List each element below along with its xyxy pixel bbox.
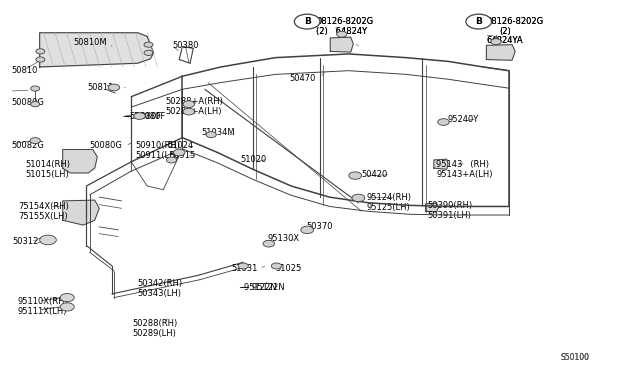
Text: S50100: S50100 [561, 353, 589, 362]
Text: 50470: 50470 [289, 74, 316, 83]
Text: 51025: 51025 [275, 264, 301, 273]
Text: 51031: 51031 [232, 264, 258, 273]
Circle shape [60, 303, 74, 311]
Circle shape [30, 138, 40, 144]
Circle shape [294, 14, 320, 29]
Text: 50380: 50380 [173, 41, 199, 50]
Circle shape [263, 240, 275, 247]
Text: 95110X(RH): 95110X(RH) [18, 297, 68, 306]
Text: 50391(LH): 50391(LH) [427, 211, 471, 219]
Text: 51015(LH): 51015(LH) [26, 170, 69, 179]
Text: 95240Y: 95240Y [448, 115, 479, 124]
Text: 95124(RH): 95124(RH) [366, 193, 411, 202]
Text: 51020: 51020 [240, 155, 266, 164]
Text: (2): (2) [499, 27, 511, 36]
Circle shape [352, 194, 365, 202]
Text: 51034M: 51034M [202, 128, 236, 137]
Circle shape [31, 86, 40, 91]
Circle shape [40, 235, 56, 245]
Text: 95143+A(LH): 95143+A(LH) [436, 170, 493, 179]
Text: 08126-8202G: 08126-8202G [316, 17, 373, 26]
Text: 50288(RH): 50288(RH) [132, 319, 178, 328]
Text: 95130X: 95130X [268, 234, 300, 243]
Text: 50911(LH): 50911(LH) [136, 151, 179, 160]
Text: 08126-8202G: 08126-8202G [486, 17, 543, 26]
Circle shape [349, 172, 362, 179]
Circle shape [134, 113, 145, 119]
Text: 51014(RH): 51014(RH) [26, 160, 70, 169]
Polygon shape [63, 200, 99, 225]
Text: ─50080F: ─50080F [125, 112, 161, 121]
Text: 75154X(RH): 75154X(RH) [18, 202, 68, 211]
Circle shape [238, 263, 248, 269]
Text: (2)   64824Y: (2) 64824Y [316, 27, 367, 36]
Circle shape [337, 31, 347, 37]
Text: 64824YA: 64824YA [486, 36, 523, 45]
Circle shape [144, 42, 153, 47]
Text: 50915: 50915 [170, 151, 196, 160]
Text: 50289(LH): 50289(LH) [132, 329, 177, 338]
Text: 50342(RH): 50342(RH) [137, 279, 182, 288]
Text: 50390(RH): 50390(RH) [427, 201, 472, 210]
Text: 95125(LH): 95125(LH) [366, 203, 410, 212]
Text: 50289+A(LH): 50289+A(LH) [165, 107, 221, 116]
Text: — 95122N: — 95122N [241, 283, 284, 292]
Text: 50288+A(RH): 50288+A(RH) [165, 97, 223, 106]
Polygon shape [40, 33, 154, 67]
Text: 08126-8202G: 08126-8202G [486, 17, 543, 26]
Polygon shape [330, 37, 353, 52]
Text: 50810M: 50810M [74, 38, 108, 47]
Circle shape [36, 49, 45, 54]
Polygon shape [434, 159, 448, 169]
Text: 08126-8202G: 08126-8202G [316, 17, 373, 26]
Circle shape [166, 157, 177, 163]
Text: B: B [304, 17, 310, 26]
Text: 50312: 50312 [13, 237, 39, 246]
Text: 50370: 50370 [306, 222, 332, 231]
Text: (2)   64824Y: (2) 64824Y [316, 27, 367, 36]
Text: S50100: S50100 [561, 353, 589, 362]
Polygon shape [426, 203, 438, 212]
Circle shape [206, 132, 216, 138]
Text: 50420: 50420 [362, 170, 388, 179]
Circle shape [491, 39, 501, 45]
Circle shape [466, 14, 492, 29]
Circle shape [183, 108, 195, 115]
Circle shape [301, 226, 314, 234]
Text: 50080G: 50080G [90, 141, 122, 150]
Text: (2): (2) [499, 27, 511, 36]
Text: 50343(LH): 50343(LH) [137, 289, 181, 298]
Text: 95111X(LH): 95111X(LH) [18, 307, 67, 316]
Circle shape [108, 84, 120, 91]
Text: 95143   (RH): 95143 (RH) [436, 160, 490, 169]
Text: 50080G: 50080G [11, 98, 44, 107]
Circle shape [144, 50, 153, 55]
Text: B: B [476, 17, 482, 26]
Text: 75155X(LH): 75155X(LH) [18, 212, 68, 221]
Polygon shape [486, 45, 515, 60]
Text: 50910(RH): 50910(RH) [136, 141, 180, 150]
Text: 50811: 50811 [87, 83, 113, 92]
Circle shape [173, 149, 185, 156]
Circle shape [271, 263, 282, 269]
Text: 51024: 51024 [168, 141, 194, 150]
Text: 50082G: 50082G [11, 141, 44, 150]
Text: 50810: 50810 [11, 66, 37, 75]
Circle shape [36, 57, 45, 62]
Text: — 50080F: — 50080F [123, 112, 165, 121]
Circle shape [31, 102, 40, 107]
Circle shape [438, 119, 449, 125]
Text: 64824YA: 64824YA [486, 36, 523, 45]
Circle shape [60, 294, 74, 302]
Polygon shape [63, 150, 97, 173]
Text: ─95122N: ─95122N [239, 283, 277, 292]
Circle shape [183, 101, 195, 108]
